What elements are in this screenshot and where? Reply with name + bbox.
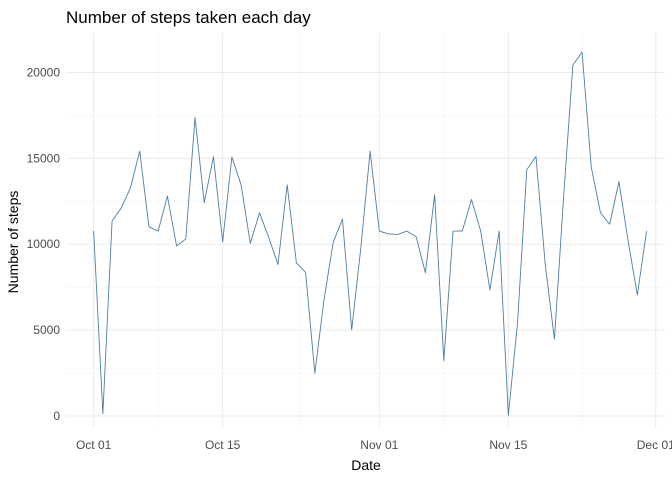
y-tick-label: 20000 — [27, 66, 61, 80]
x-tick-label: Nov 15 — [489, 438, 527, 452]
y-tick-label: 0 — [53, 409, 60, 423]
y-tick-label: 10000 — [27, 237, 61, 251]
x-axis-ticks: Oct 01 Oct 15 Nov 01 Nov 15 Dec 01 — [76, 438, 672, 452]
y-axis-ticks: 0 5000 10000 15000 20000 — [27, 66, 61, 423]
x-tick-label: Oct 01 — [76, 438, 112, 452]
steps-series-line — [93, 51, 648, 416]
y-tick-label: 15000 — [27, 151, 61, 165]
x-tick-label: Nov 01 — [360, 438, 398, 452]
y-tick-label: 5000 — [33, 323, 60, 337]
series-layer — [93, 51, 648, 416]
gridlines — [66, 33, 665, 428]
x-tick-label: Oct 15 — [205, 438, 241, 452]
x-axis-title: Date — [351, 457, 381, 473]
y-axis-title: Number of steps — [5, 191, 21, 294]
chart-title: Number of steps taken each day — [66, 8, 311, 27]
x-tick-label: Dec 01 — [637, 438, 672, 452]
